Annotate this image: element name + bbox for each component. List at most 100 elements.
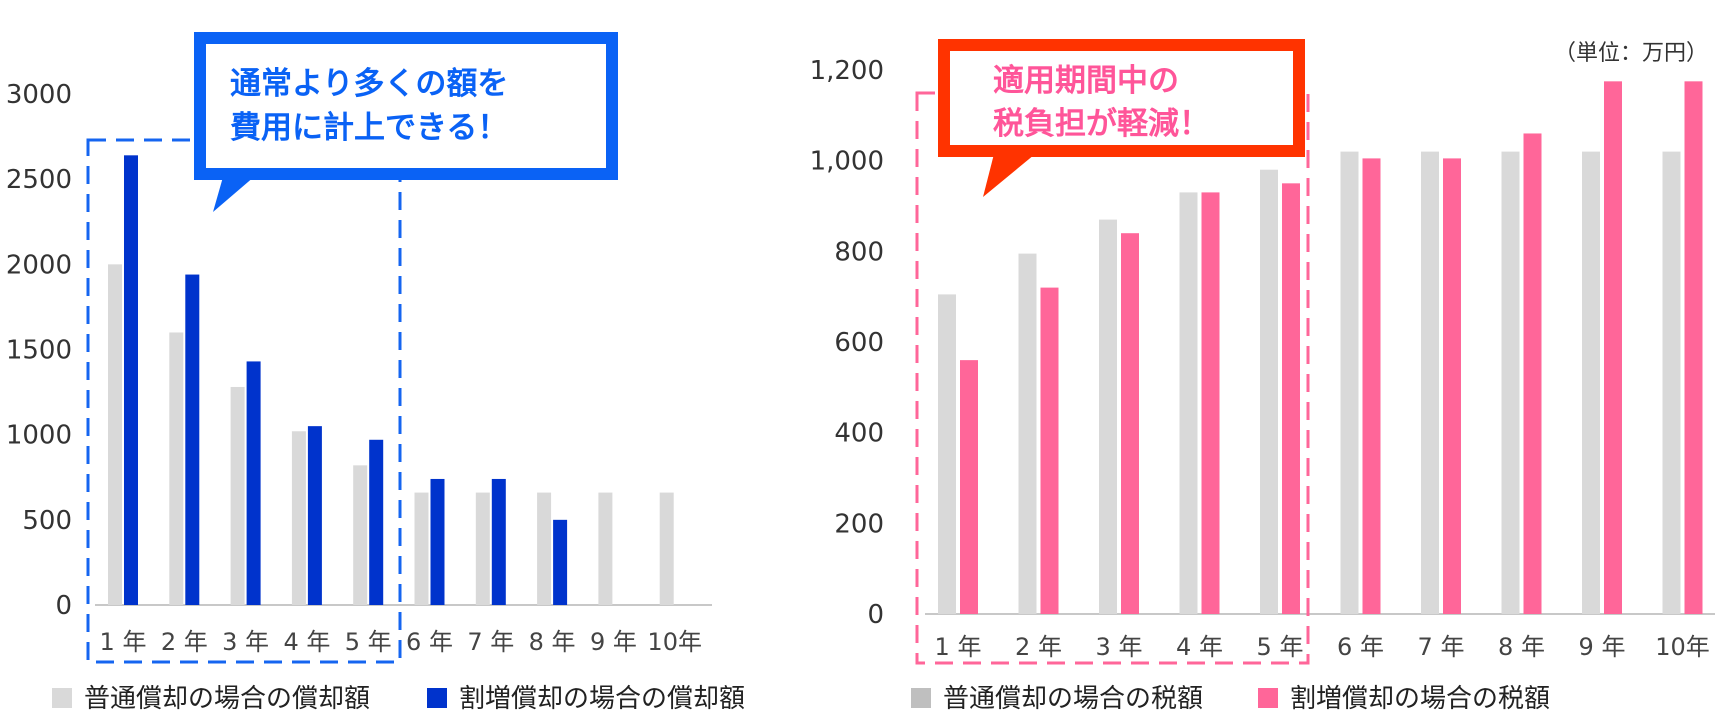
right-x-tick-label: 4 年	[1176, 633, 1223, 661]
right-bar-normal	[1340, 151, 1359, 614]
left-callout-line-2: 費用に計上できる！	[230, 110, 508, 146]
left-callout: 通常より多くの額を 費用に計上できる！	[194, 32, 618, 212]
right-bar-normal	[1582, 151, 1600, 614]
right-bar-normal	[938, 294, 956, 614]
right-bar-accelerated	[1523, 133, 1542, 614]
left-legend: 普通償却の場合の償却額 割増償却の場合の償却額	[52, 684, 745, 714]
right-bar-accelerated	[1362, 158, 1381, 614]
left-bar-accelerated	[369, 439, 384, 605]
right-y-axis: 0 200 400 600 800 1,000 1,200	[810, 56, 884, 630]
left-y-axis: 0 500 1000 1500 2000 2500 3000	[6, 80, 72, 621]
left-y-tick-label: 2000	[6, 250, 72, 280]
left-x-tick-label: 2 年	[161, 628, 208, 656]
right-x-tick-label: 8 年	[1498, 633, 1545, 661]
right-y-tick-label: 0	[867, 600, 884, 630]
left-callout-line-1: 通常より多くの額を	[230, 66, 508, 102]
right-callout-line-1: 適用期間中の	[993, 63, 1179, 99]
left-x-tick-label: 3 年	[222, 628, 269, 656]
right-legend-label-2: 割増償却の場合の税額	[1290, 684, 1550, 714]
left-callout-tail	[213, 170, 262, 212]
left-bar-normal	[108, 264, 122, 605]
left-callout-box	[194, 32, 618, 180]
right-bar-accelerated	[1443, 158, 1461, 614]
right-bar-normal	[1099, 219, 1117, 614]
right-bar-accelerated	[1282, 183, 1300, 615]
left-x-tick-label: 5 年	[345, 628, 392, 656]
right-x-tick-label: 7 年	[1418, 633, 1465, 661]
right-y-tick-label: 1,200	[810, 56, 884, 86]
right-legend-label-1: 普通償却の場合の税額	[943, 684, 1203, 714]
left-y-tick-label: 500	[22, 506, 72, 536]
left-x-tick-label: 9 年	[590, 628, 637, 656]
right-bar-accelerated	[1040, 287, 1059, 614]
left-bar-accelerated	[185, 274, 200, 605]
right-x-tick-label: 10年	[1655, 633, 1710, 661]
right-bar-accelerated	[1684, 81, 1703, 615]
left-legend-swatch-1	[52, 688, 72, 708]
right-x-axis: 1 年 2 年 3 年 4 年 5 年 6 年 7 年 8 年 9 年 10年	[935, 633, 1710, 661]
left-legend-label-2: 割増償却の場合の償却額	[459, 684, 745, 714]
right-highlight-box	[915, 91, 1310, 665]
left-bar-accelerated	[553, 519, 568, 605]
left-bar-normal	[598, 492, 613, 605]
left-bar-normal	[475, 492, 490, 605]
left-bars	[108, 155, 674, 605]
right-bar-normal	[1260, 169, 1278, 614]
left-bar-normal	[169, 332, 184, 605]
right-bar-accelerated	[1121, 233, 1139, 614]
left-bar-accelerated	[124, 155, 138, 605]
left-x-tick-label: 1 年	[100, 628, 147, 656]
right-callout-tail	[983, 150, 1040, 197]
right-bar-normal	[1179, 192, 1198, 614]
left-bar-accelerated	[246, 361, 261, 605]
left-y-tick-label: 0	[55, 591, 72, 621]
left-y-tick-label: 2500	[6, 165, 72, 195]
left-bar-accelerated	[491, 478, 506, 605]
unit-label: （単位：万円）	[1554, 41, 1708, 66]
right-callout-box	[938, 39, 1305, 157]
right-x-tick-label: 5 年	[1257, 633, 1304, 661]
left-x-tick-label: 4 年	[283, 628, 330, 656]
right-bar-normal	[1662, 151, 1681, 614]
right-bar-accelerated	[1604, 81, 1622, 615]
right-chart: （単位：万円） 0 200 400 600 800 1,000 1,200 1 年 2 年 3 …	[810, 39, 1715, 714]
right-legend-swatch-1	[911, 688, 931, 708]
right-x-tick-label: 9 年	[1579, 633, 1626, 661]
left-legend-swatch-2	[427, 688, 447, 708]
right-y-tick-label: 200	[834, 509, 884, 539]
left-y-tick-label: 1000	[6, 421, 72, 451]
left-x-tick-label: 6 年	[406, 628, 453, 656]
right-callout-line-2: 税負担が軽減！	[993, 106, 1210, 142]
left-x-tick-label: 8 年	[529, 628, 576, 656]
right-bar-normal	[1018, 253, 1037, 614]
right-bar-accelerated	[960, 360, 978, 614]
right-y-tick-label: 600	[834, 328, 884, 358]
right-legend: 普通償却の場合の税額 割増償却の場合の税額	[911, 684, 1550, 714]
right-y-tick-label: 800	[834, 237, 884, 267]
left-legend-label-1: 普通償却の場合の償却額	[84, 684, 370, 714]
right-legend-swatch-2	[1258, 688, 1278, 708]
left-bar-normal	[291, 431, 306, 605]
left-bar-normal	[537, 492, 552, 605]
right-x-tick-label: 6 年	[1337, 633, 1384, 661]
left-y-tick-label: 3000	[6, 80, 72, 110]
left-bar-normal	[414, 492, 429, 605]
left-chart: 0 500 1000 1500 2000 2500 3000 1 年 2 年 3 年 4 年 5 年…	[6, 32, 745, 714]
right-x-tick-label: 1 年	[935, 633, 982, 661]
right-callout: 適用期間中の 税負担が軽減！	[938, 39, 1305, 197]
left-x-tick-label: 10年	[647, 628, 702, 656]
right-bar-normal	[1421, 151, 1439, 614]
left-bar-accelerated	[430, 478, 445, 605]
left-bar-normal	[230, 386, 245, 605]
left-bar-normal	[659, 492, 674, 605]
left-x-axis: 1 年 2 年 3 年 4 年 5 年 6 年 7 年 8 年 9 年 10年	[100, 628, 702, 656]
right-y-tick-label: 1,000	[810, 147, 884, 177]
left-x-tick-label: 7 年	[467, 628, 514, 656]
left-y-tick-label: 1500	[6, 336, 72, 366]
right-x-tick-label: 2 年	[1015, 633, 1062, 661]
right-y-tick-label: 400	[834, 419, 884, 449]
right-bar-accelerated	[1201, 192, 1220, 614]
left-bar-accelerated	[307, 426, 322, 605]
